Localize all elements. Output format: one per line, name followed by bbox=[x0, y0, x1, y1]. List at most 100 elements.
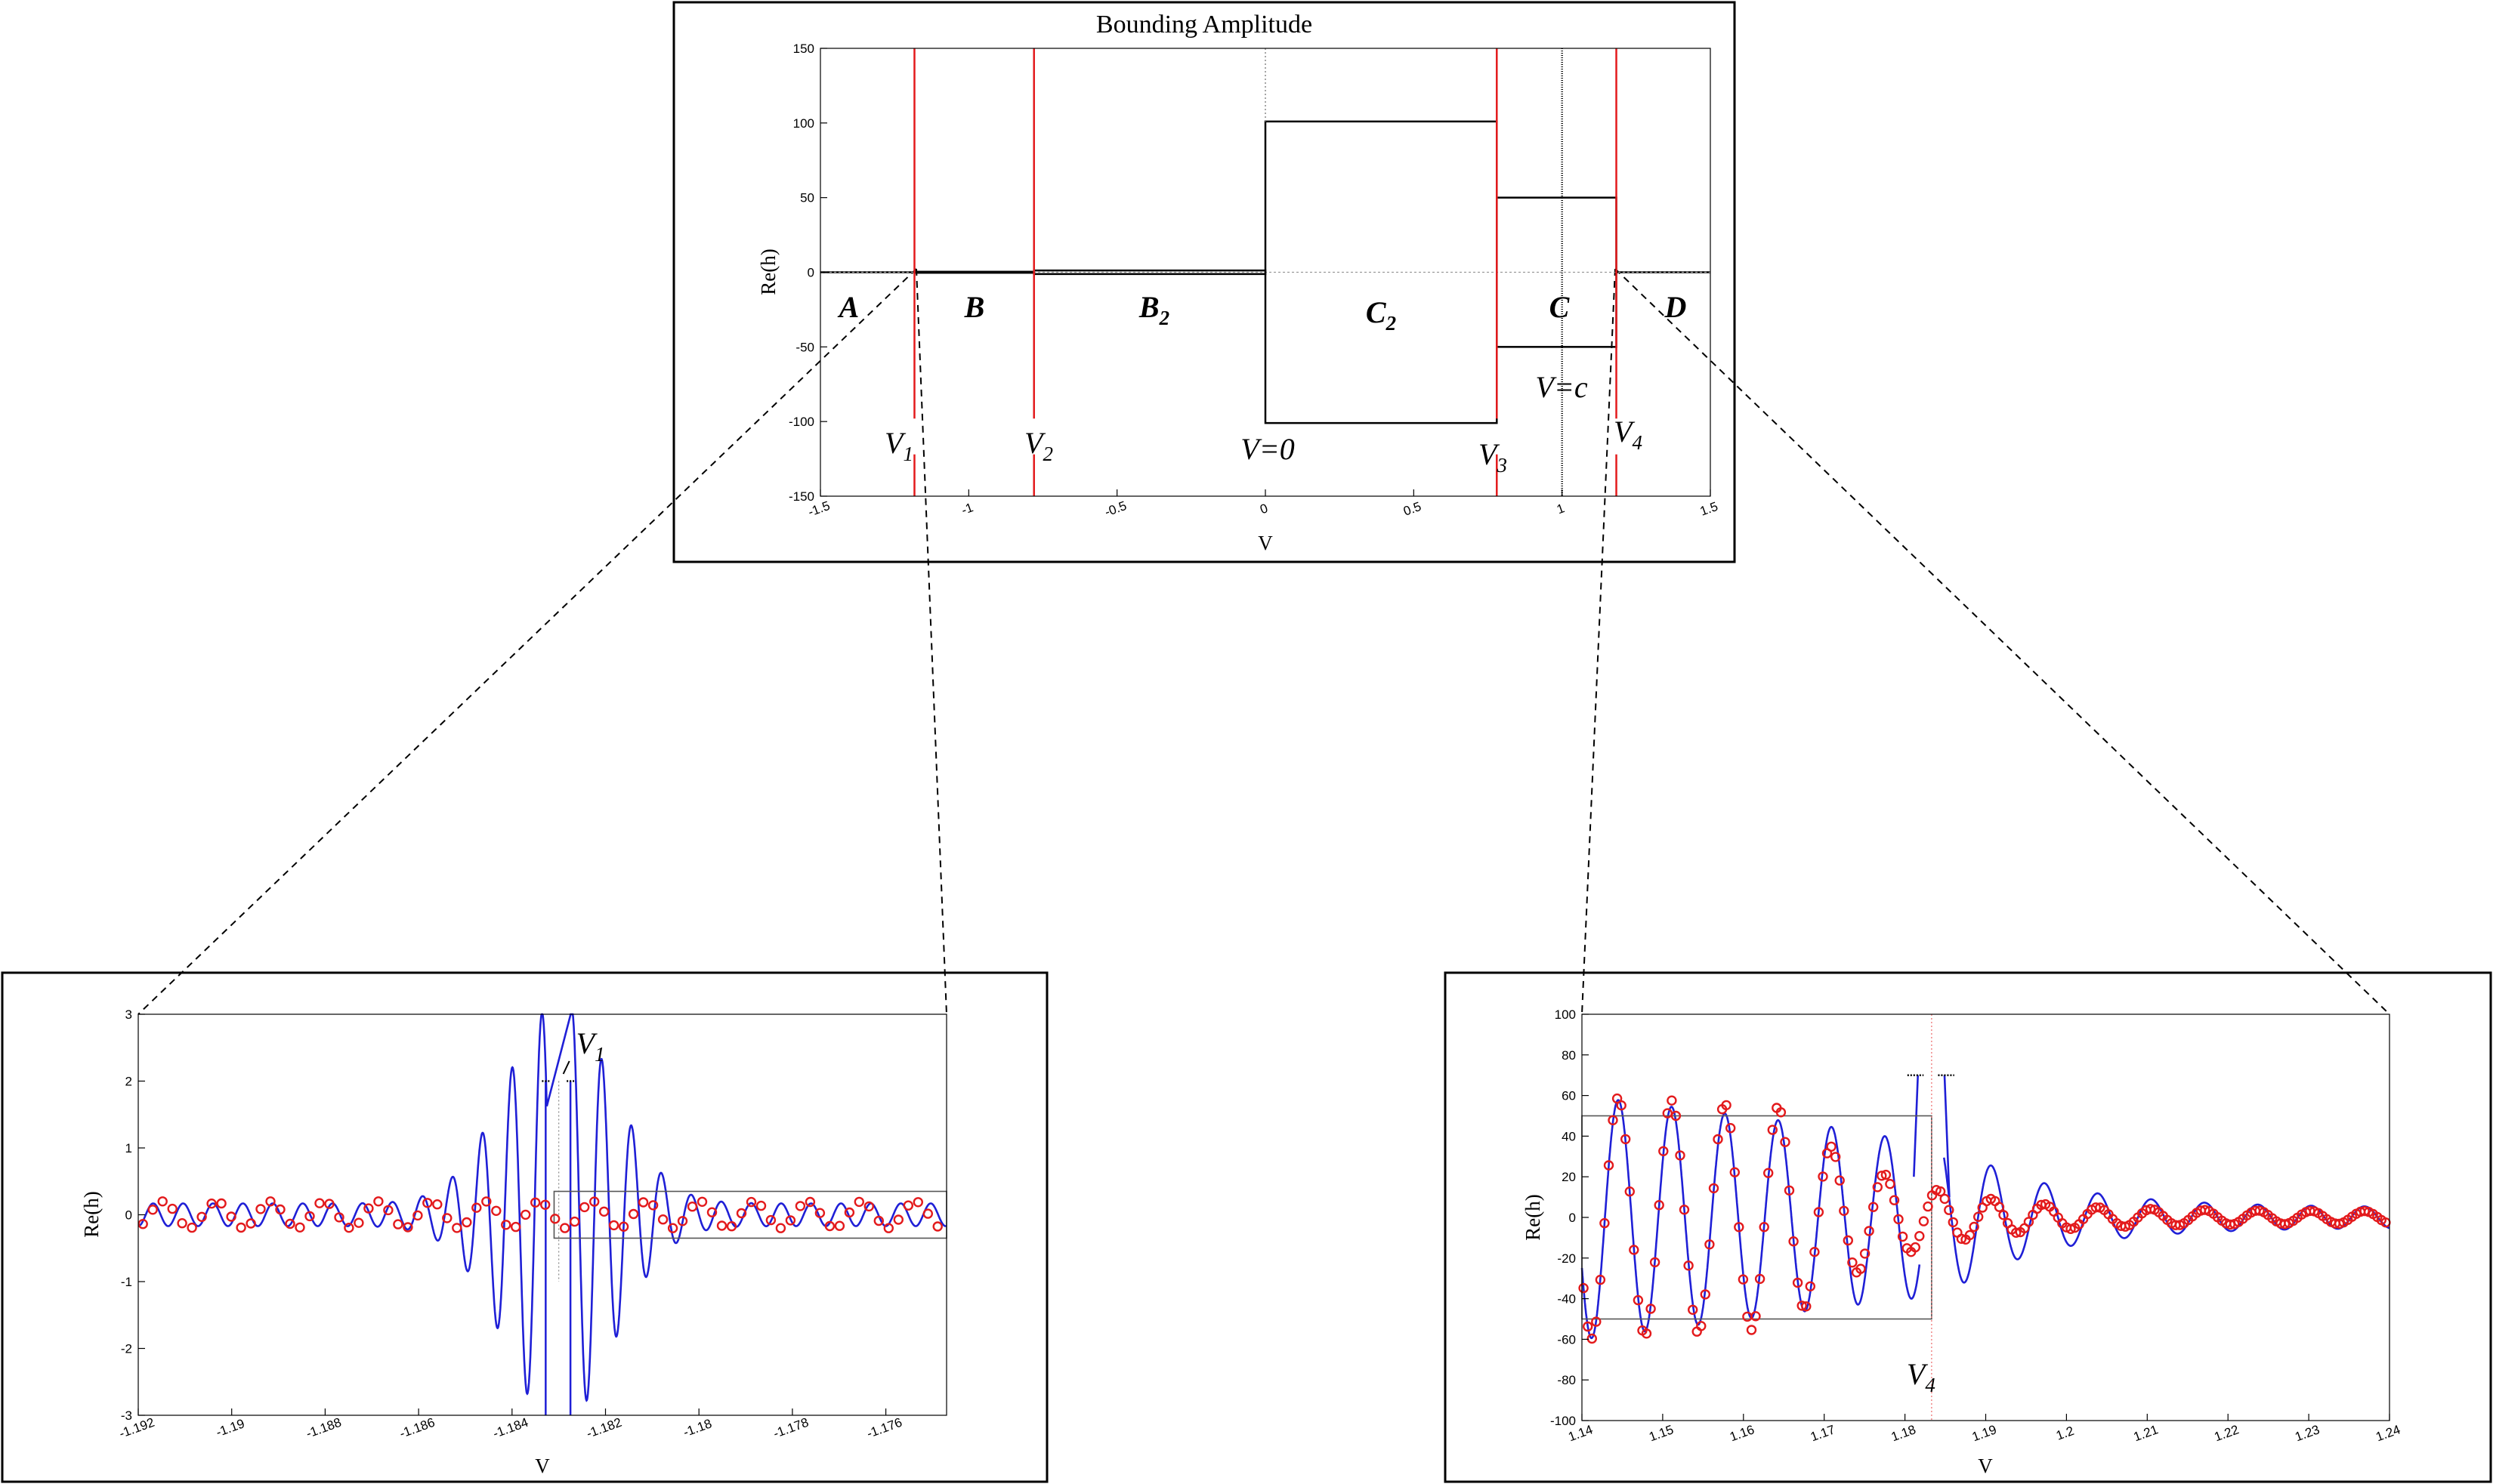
left-zoom-chart: V1 -1.192 -1.19 -1.188 -1.186 -1.184 -1.182 -1… bbox=[80, 1007, 947, 1477]
left-annotation-label-main: V bbox=[576, 1026, 598, 1060]
right-circle-point bbox=[1792, 1277, 1803, 1288]
left-y-tick-label: 1 bbox=[125, 1141, 132, 1155]
right-circle-point bbox=[2065, 1223, 2076, 1235]
left-x-axis-label: V bbox=[535, 1455, 550, 1477]
right-circle-point bbox=[1839, 1205, 1849, 1217]
right-circle-point bbox=[2200, 1205, 2210, 1215]
left-y-tick-label: -2 bbox=[121, 1342, 132, 1356]
right-circle-point bbox=[1944, 1205, 1954, 1215]
left-circle-point bbox=[373, 1196, 384, 1207]
left-panel-frame bbox=[1, 971, 1049, 1483]
right-circle-point bbox=[1725, 1122, 1736, 1134]
left-circle-point bbox=[805, 1196, 816, 1208]
right-y-tick-label: 60 bbox=[1562, 1089, 1576, 1103]
critical-label-1: V1 bbox=[885, 426, 913, 465]
left-circle-point bbox=[344, 1222, 354, 1233]
right-y-tick-label: -20 bbox=[1557, 1251, 1576, 1266]
right-circle-point bbox=[1855, 1263, 1866, 1274]
left-circle-point bbox=[795, 1201, 806, 1211]
right-x-tick-label: 1.22 bbox=[2213, 1422, 2241, 1444]
right-circle-point bbox=[1624, 1186, 1636, 1197]
right-circle-point bbox=[2145, 1204, 2156, 1214]
right-circle-point bbox=[1923, 1201, 1933, 1212]
left-circle-point bbox=[863, 1201, 875, 1212]
right-circle-point bbox=[1948, 1217, 1959, 1228]
right-circle-point bbox=[1834, 1175, 1845, 1186]
right-circle-point bbox=[1939, 1193, 1950, 1205]
left-circle-point bbox=[187, 1222, 197, 1233]
right-circle-point bbox=[1918, 1216, 1929, 1226]
left-circle-point bbox=[618, 1221, 629, 1232]
left-circle-point bbox=[521, 1209, 531, 1220]
right-circle-point bbox=[1578, 1282, 1589, 1294]
left-chart-marks: V1 bbox=[137, 1013, 947, 1415]
left-series-solid bbox=[138, 1013, 947, 1402]
left-circle-point bbox=[903, 1200, 914, 1211]
left-annotation-label: V1 bbox=[576, 1026, 605, 1066]
critical-label-1-sub: 1 bbox=[903, 443, 913, 465]
left-x-tick-label: -1.188 bbox=[304, 1415, 344, 1441]
right-x-tick-label: 1.18 bbox=[1889, 1422, 1918, 1444]
top-y-tick-label: 150 bbox=[793, 42, 814, 56]
left-circle-point bbox=[403, 1222, 413, 1233]
top-x-tick-label: 0.5 bbox=[1401, 499, 1423, 519]
right-circle-point bbox=[1998, 1210, 2009, 1220]
right-circle-point bbox=[1591, 1316, 1602, 1327]
right-y-tick-label: -60 bbox=[1557, 1332, 1576, 1347]
critical-label-1-main: V bbox=[885, 426, 907, 460]
left-circle-point bbox=[706, 1207, 718, 1217]
left-circle-point bbox=[677, 1216, 688, 1226]
right-circle-point bbox=[1867, 1202, 1879, 1212]
left-circle-point bbox=[736, 1208, 747, 1219]
left-annotation-pointer bbox=[562, 1060, 570, 1075]
c-line-label: V=c bbox=[1535, 370, 1587, 404]
right-circle-point bbox=[1629, 1245, 1639, 1255]
right-spike-right bbox=[1943, 1075, 1951, 1198]
left-y-tick-label: -3 bbox=[121, 1408, 132, 1423]
left-circle-point bbox=[393, 1219, 403, 1229]
right-circle-point bbox=[1885, 1178, 1895, 1189]
left-circle-point bbox=[814, 1208, 826, 1218]
region-label-a-main: A bbox=[837, 290, 860, 324]
right-x-tick-label: 1.17 bbox=[1809, 1422, 1837, 1444]
region-label-c2-sub: 2 bbox=[1386, 312, 1397, 335]
left-circle-point bbox=[226, 1211, 236, 1222]
right-circle-point bbox=[1750, 1311, 1761, 1322]
right-y-tick-label: -40 bbox=[1557, 1292, 1576, 1307]
right-y-tick-label: 0 bbox=[1569, 1211, 1576, 1225]
left-circle-point bbox=[579, 1202, 590, 1213]
critical-label-2-sub: 2 bbox=[1043, 443, 1053, 465]
right-y-tick-label: 40 bbox=[1562, 1129, 1576, 1143]
right-circle-point bbox=[1762, 1168, 1774, 1178]
critical-label-3: V3 bbox=[1478, 437, 1507, 477]
left-circle-point bbox=[560, 1223, 570, 1233]
right-circle-point bbox=[1830, 1152, 1841, 1162]
left-circle-point bbox=[275, 1204, 286, 1215]
left-axes-box bbox=[137, 1014, 947, 1416]
top-y-axis-label: Re(h) bbox=[757, 248, 780, 295]
left-y-tick-label: 3 bbox=[125, 1007, 132, 1022]
region-label-c2-main: C bbox=[1366, 295, 1387, 329]
right-x-tick-label: 1.16 bbox=[1728, 1422, 1756, 1444]
left-circle-point bbox=[236, 1222, 246, 1233]
left-circle-point bbox=[137, 1218, 148, 1229]
right-circle-point bbox=[1759, 1221, 1769, 1233]
right-circle-point bbox=[1847, 1257, 1858, 1268]
region-label-b2-main: B bbox=[1138, 290, 1160, 324]
left-circle-point bbox=[834, 1220, 845, 1231]
right-circle-point bbox=[1679, 1205, 1690, 1215]
top-x-tick-label: 1 bbox=[1555, 501, 1566, 517]
left-circle-point bbox=[177, 1217, 187, 1229]
zoom-connector-right-a bbox=[1581, 268, 1616, 1015]
region-label-d: D bbox=[1664, 290, 1687, 324]
right-circle-point bbox=[1721, 1100, 1732, 1111]
left-circle-point bbox=[883, 1223, 894, 1233]
right-y-tick-label: 20 bbox=[1562, 1170, 1576, 1184]
left-circle-point bbox=[334, 1212, 344, 1223]
top-y-tick-label: -150 bbox=[789, 489, 814, 504]
right-circle-point bbox=[1877, 1171, 1887, 1181]
region-label-c2: C2 bbox=[1366, 295, 1396, 335]
right-circle-point bbox=[1704, 1239, 1715, 1250]
left-circle-point bbox=[304, 1211, 315, 1222]
